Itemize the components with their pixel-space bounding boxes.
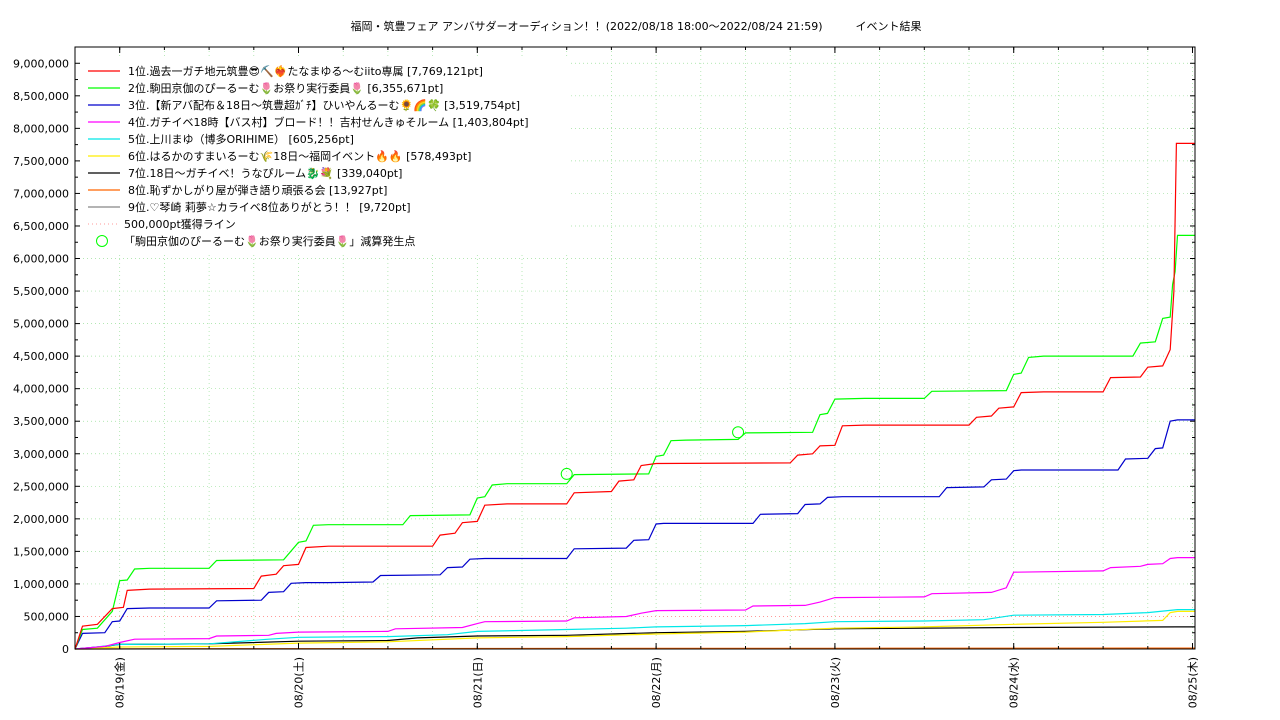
y-tick-label: 6,000,000 [13, 253, 69, 266]
series-line-1 [74, 142, 1195, 650]
x-tick-label: 08/25(木) [1187, 657, 1200, 708]
x-tick-label: 08/21(日) [471, 657, 484, 708]
marker-point [732, 426, 745, 439]
series-line-3 [74, 419, 1195, 650]
legend-background [80, 58, 570, 254]
y-tick-label: 3,000,000 [13, 448, 69, 461]
y-tick-label: 500,000 [24, 610, 70, 623]
series-line-5 [74, 609, 1195, 650]
series-line-6 [74, 610, 1195, 650]
legend-label: 3位.【新アバ配布＆18日〜筑豊超ｶﾞﾁ】ひいやんるーむ🌻🌈🍀 [3,519,7… [128, 98, 520, 112]
x-tick-label: 08/24(水) [1008, 657, 1021, 708]
y-tick-label: 8,500,000 [13, 90, 69, 103]
y-axis: 0 500,000 1,000,000 1,500,000 2,000,000 2,500… [13, 57, 1195, 656]
y-tick-label: 9,000,000 [13, 57, 69, 70]
y-tick-label: 3,500,000 [13, 415, 69, 428]
legend-label: 2位.駒田京伽のぴーるーむ🌷お祭り実行委員🌷 [6,355,671pt] [128, 81, 443, 95]
y-tick-label: 7,000,000 [13, 187, 69, 200]
y-tick-label: 7,500,000 [13, 155, 69, 168]
y-tick-label: 1,500,000 [13, 545, 69, 558]
legend-label: 5位.上川まゆ（博多ORIHIME） [605,256pt] [128, 132, 354, 146]
y-tick-label: 8,000,000 [13, 122, 69, 135]
marker-point [560, 467, 573, 480]
series-line-4 [74, 557, 1195, 650]
legend-label: 8位.恥ずかしがり屋が弾き語り頑張る会 [13,927pt] [128, 183, 387, 197]
x-tick-label: 08/19(金) [113, 657, 127, 708]
legend-label: 「駒田京伽のぴーるーむ🌷お祭り実行委員🌷」減算発生点 [124, 234, 415, 248]
chart-title: 福岡・筑豊フェア アンバサダーオーディション！！(2022/08/18 18:0… [350, 19, 921, 33]
legend-label: 7位.18日〜ガチイベ！うなぴルーム🐉💐 [339,040pt] [128, 166, 402, 180]
legend-label: 500,000pt獲得ライン [124, 218, 236, 231]
y-tick-label: 4,000,000 [13, 383, 69, 396]
plot-frame [74, 46, 1196, 650]
y-tick-label: 5,500,000 [13, 285, 69, 298]
legend-label: 6位.はるかのすまいるーむ🌾18日〜福岡イベント🔥🔥 [578,493pt] [128, 149, 471, 163]
y-tick-label: 1,000,000 [13, 578, 69, 591]
legend-marker [96, 235, 108, 247]
markers-group [560, 426, 745, 480]
x-tick-label: 08/22(月) [650, 657, 663, 708]
y-tick-label: 4,500,000 [13, 350, 69, 363]
y-tick-label: 2,000,000 [13, 513, 69, 526]
y-tick-label: 2,500,000 [13, 480, 69, 493]
series-line-2 [74, 234, 1195, 650]
y-tick-label: 0 [62, 643, 69, 656]
legend-label: 1位.過去一ガチ地元筑豊😎⛏️❤️‍🔥たなまゆる〜むiito専属 [7,769,… [128, 64, 483, 78]
legend: 1位.過去一ガチ地元筑豊😎⛏️❤️‍🔥たなまゆる〜むiito専属 [7,769,… [80, 58, 570, 254]
legend-label: 9位.♡琴崎 莉夢☆カライベ8位ありがとう！！ [9,720pt] [128, 200, 411, 214]
x-tick-label: 08/20(土) [293, 657, 306, 708]
y-tick-label: 5,000,000 [13, 318, 69, 331]
legend-label: 4位.ガチイベ18時【バス村】ブロード！！吉村せんきゅそルーム [1,403,8… [128, 115, 529, 129]
x-tick-label: 08/23(火) [829, 657, 842, 708]
y-tick-label: 6,500,000 [13, 220, 69, 233]
x-axis: 08/19(金) 08/20(土) 08/21(日) 08/22(月) 08/23(火)… [74, 47, 1200, 708]
